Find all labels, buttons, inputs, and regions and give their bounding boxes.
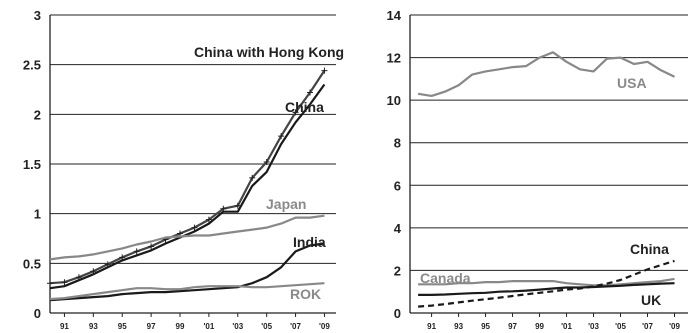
series-line-china-with-hong-kong xyxy=(49,69,326,285)
data-point-marker xyxy=(47,280,53,287)
data-point-marker xyxy=(205,216,212,223)
data-point-marker xyxy=(263,159,270,166)
x-tick-label: 91 xyxy=(60,322,69,331)
x-tick-label: 97 xyxy=(508,322,517,331)
series-line-japan xyxy=(49,214,325,261)
x-tick-label: '03 xyxy=(232,322,243,331)
x-tick-label: '07 xyxy=(290,322,301,331)
label-india: India xyxy=(293,234,326,250)
data-point-marker xyxy=(278,133,285,140)
y-tick-label: 3 xyxy=(34,8,41,23)
series-line-china xyxy=(418,259,675,308)
right-chart: 0 2 4 6 8 10 12 14 91 93 95 97 99 '01 '03 '05 '07 '09 xyxy=(387,8,688,331)
label-china-left: China xyxy=(285,99,324,115)
label-uk: UK xyxy=(641,292,661,308)
y-tick-label: 14 xyxy=(387,8,402,23)
x-tick-label: '01 xyxy=(561,322,572,331)
y-tick-label: 2 xyxy=(394,263,401,278)
label-japan: Japan xyxy=(266,196,306,212)
x-tick-label: 99 xyxy=(535,322,544,331)
label-china-right: China xyxy=(630,241,669,257)
y-tick-label: 0.5 xyxy=(23,256,41,271)
series-line-canada xyxy=(418,277,675,287)
x-tick-label: '09 xyxy=(669,322,680,331)
series-line-china xyxy=(49,83,326,290)
y-tick-label: 8 xyxy=(394,136,401,151)
y-tick-label: 12 xyxy=(387,51,401,66)
series-line-uk xyxy=(418,282,675,296)
series-line-rok xyxy=(49,282,325,301)
x-tick-label: '05 xyxy=(261,322,272,331)
x-tick-label: '05 xyxy=(615,322,626,331)
x-tick-label: '01 xyxy=(203,322,214,331)
x-tick-label: 93 xyxy=(89,322,98,331)
x-tick-label: '07 xyxy=(642,322,653,331)
x-tick-label: 91 xyxy=(427,322,436,331)
y-tick-label: 0 xyxy=(394,306,401,321)
y-tick-label: 0 xyxy=(34,306,41,321)
data-point-marker xyxy=(292,109,299,116)
data-point-marker xyxy=(133,248,140,255)
data-point-marker xyxy=(249,174,256,181)
y-tick-label: 6 xyxy=(394,178,401,193)
label-china-with-hong-kong: China with Hong Kong xyxy=(194,44,344,60)
x-tick-label: 99 xyxy=(176,322,185,331)
y-tick-label: 2.5 xyxy=(23,58,41,73)
x-tick-label: 93 xyxy=(454,322,463,331)
label-usa: USA xyxy=(617,75,647,91)
label-rok: ROK xyxy=(290,286,321,302)
y-tick-label: 4 xyxy=(394,221,402,236)
data-point-marker xyxy=(234,202,241,209)
data-point-marker xyxy=(61,279,68,286)
x-tick-label: '03 xyxy=(588,322,599,331)
x-tick-label: 95 xyxy=(481,322,490,331)
x-tick-label: 97 xyxy=(147,322,156,331)
data-point-marker xyxy=(191,224,198,231)
y-tick-label: 10 xyxy=(387,93,401,108)
series-line-usa xyxy=(417,51,675,98)
y-tick-label: 1 xyxy=(34,207,41,222)
data-point-marker xyxy=(307,89,313,96)
data-point-marker xyxy=(321,67,328,74)
data-point-marker xyxy=(148,243,155,250)
y-tick-label: 1.5 xyxy=(23,157,41,172)
series-line-india xyxy=(49,242,325,302)
x-tick-label: 95 xyxy=(118,322,127,331)
x-tick-label: '09 xyxy=(319,322,330,331)
label-canada: Canada xyxy=(420,270,471,286)
y-tick-label: 2 xyxy=(34,107,41,122)
left-chart: 0 0.5 1 1.5 2 2.5 3 91 93 95 97 99 '01 '03 '05 '07 '09 xyxy=(23,8,336,331)
